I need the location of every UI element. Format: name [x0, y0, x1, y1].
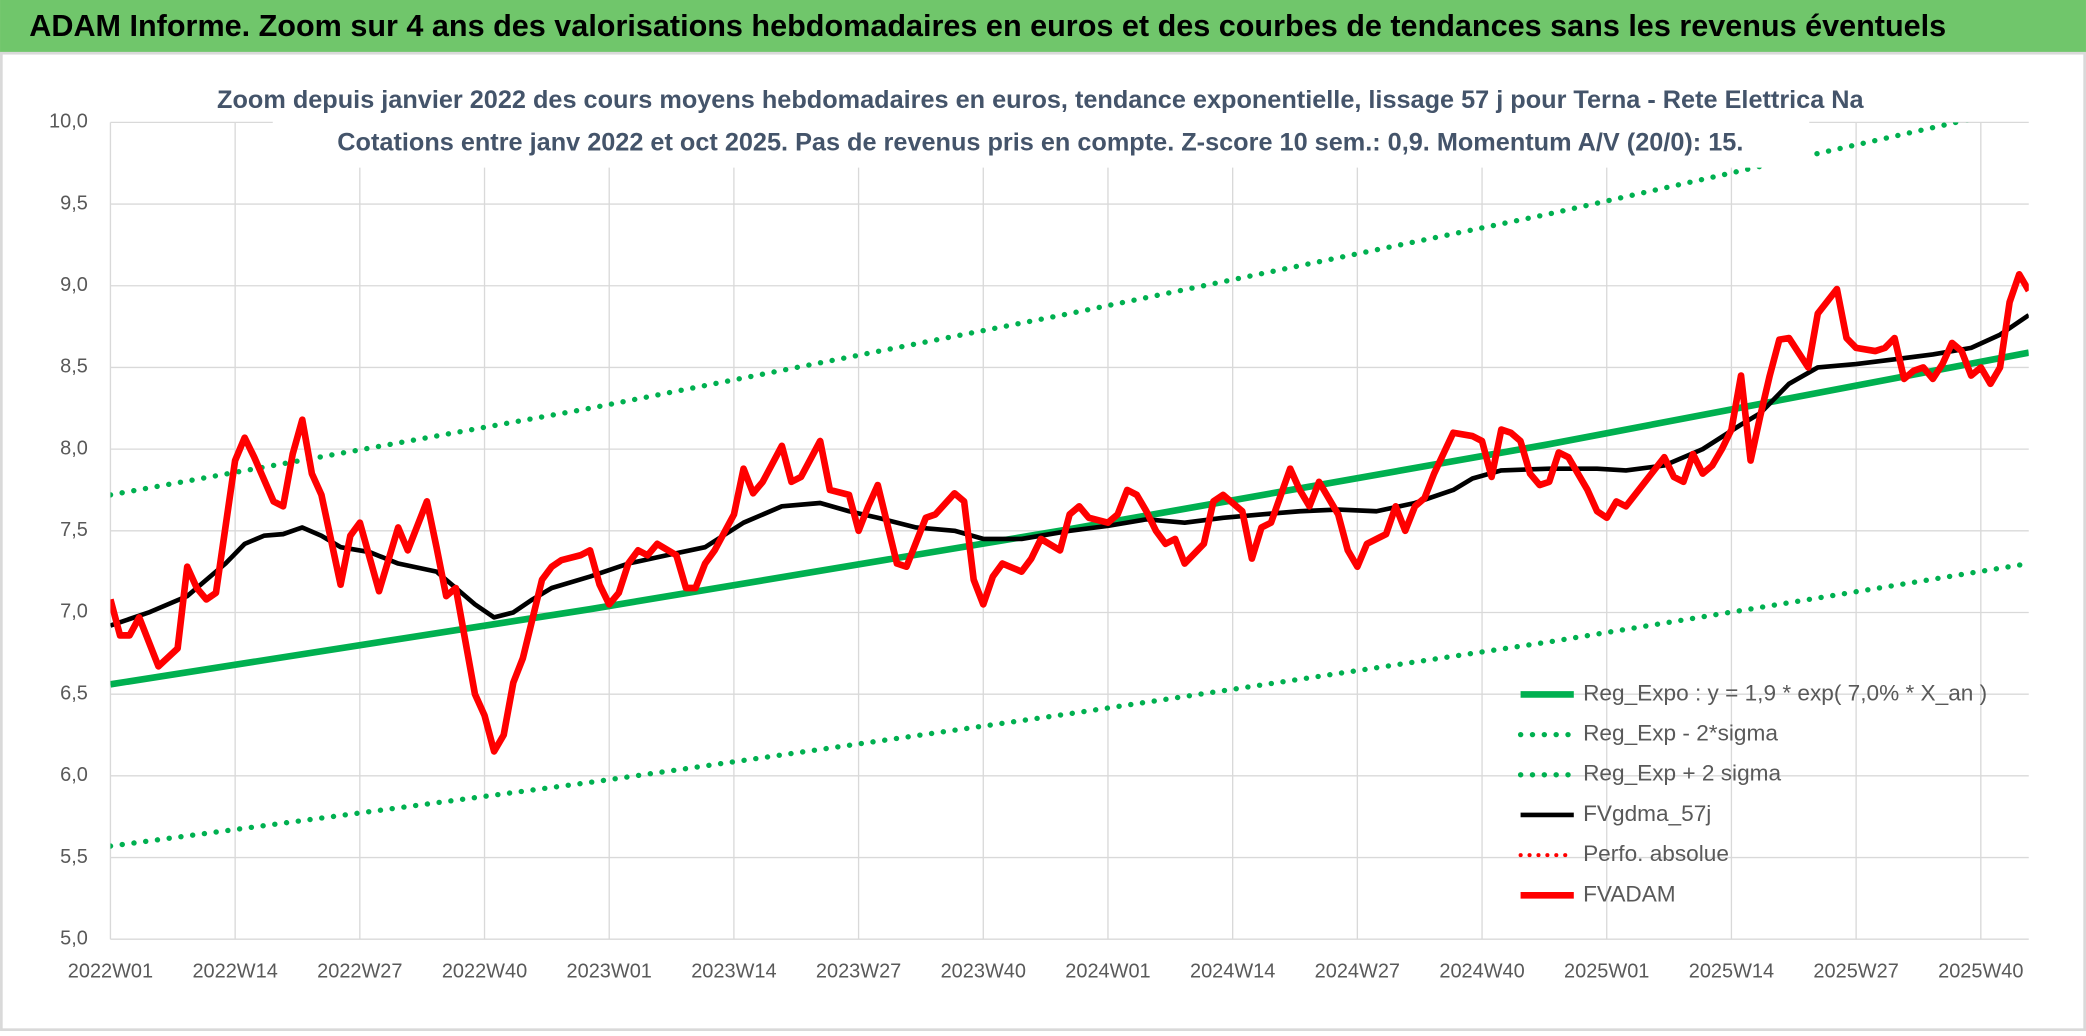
y-tick-label: 7,5 [60, 519, 88, 541]
header-title: ADAM Informe. Zoom sur 4 ans des valoris… [29, 9, 1946, 43]
y-tick-label: 9,5 [60, 192, 88, 214]
y-tick-label: 7,0 [60, 601, 88, 623]
x-tick-label: 2022W27 [317, 961, 402, 983]
x-tick-label: 2024W01 [1065, 961, 1150, 983]
y-tick-label: 6,0 [60, 764, 88, 786]
chart-title: Zoom depuis janvier 2022 des cours moyen… [217, 86, 1865, 114]
legend-label: Reg_Exp + 2 sigma [1583, 761, 1781, 786]
y-tick-label: 9,0 [60, 274, 88, 296]
y-tick-label: 6,5 [60, 682, 88, 704]
x-tick-label: 2023W01 [567, 961, 652, 983]
series-line [110, 270, 2029, 755]
x-tick-label: 2025W40 [1938, 961, 2023, 983]
x-tick-label: 2022W40 [442, 961, 527, 983]
x-tick-label: 2024W40 [1439, 961, 1524, 983]
legend-label: FVgdma_57j [1583, 801, 1711, 826]
x-tick-label: 2025W27 [1813, 961, 1898, 983]
x-tick-label: 2025W01 [1564, 961, 1649, 983]
x-tick-label: 2022W14 [192, 961, 277, 983]
x-tick-label: 2022W01 [68, 961, 153, 983]
x-tick-label: 2023W40 [941, 961, 1026, 983]
legend-label: FVADAM [1583, 881, 1676, 906]
y-tick-label: 10,0 [49, 111, 88, 133]
x-tick-label: 2025W14 [1689, 961, 1774, 983]
x-tick-label: 2023W14 [691, 961, 776, 983]
header-bar [0, 0, 2086, 54]
frame [0, 51, 2086, 1031]
y-tick-label: 8,5 [60, 356, 88, 378]
series-line [110, 560, 2029, 849]
legend-label: Perfo. absolue [1583, 841, 1729, 866]
legend-label: Reg_Expo : y = 1,9 * exp( 7,0% * X_an ) [1583, 680, 1987, 705]
y-tick-label: 5,0 [60, 927, 88, 949]
x-tick-label: 2023W27 [816, 961, 901, 983]
y-tick-label: 8,0 [60, 437, 88, 459]
title-box [272, 77, 1810, 168]
chart-subtitle: Cotations entre janv 2022 et oct 2025. P… [337, 128, 1743, 156]
x-tick-label: 2024W14 [1190, 961, 1275, 983]
legend-label: Reg_Exp - 2*sigma [1583, 721, 1778, 746]
y-tick-label: 5,5 [60, 846, 88, 868]
x-tick-label: 2024W27 [1315, 961, 1400, 983]
